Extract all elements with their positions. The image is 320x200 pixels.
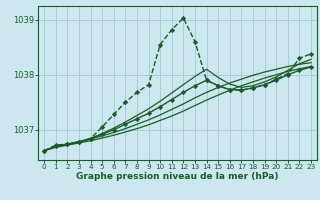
X-axis label: Graphe pression niveau de la mer (hPa): Graphe pression niveau de la mer (hPa) xyxy=(76,172,279,181)
